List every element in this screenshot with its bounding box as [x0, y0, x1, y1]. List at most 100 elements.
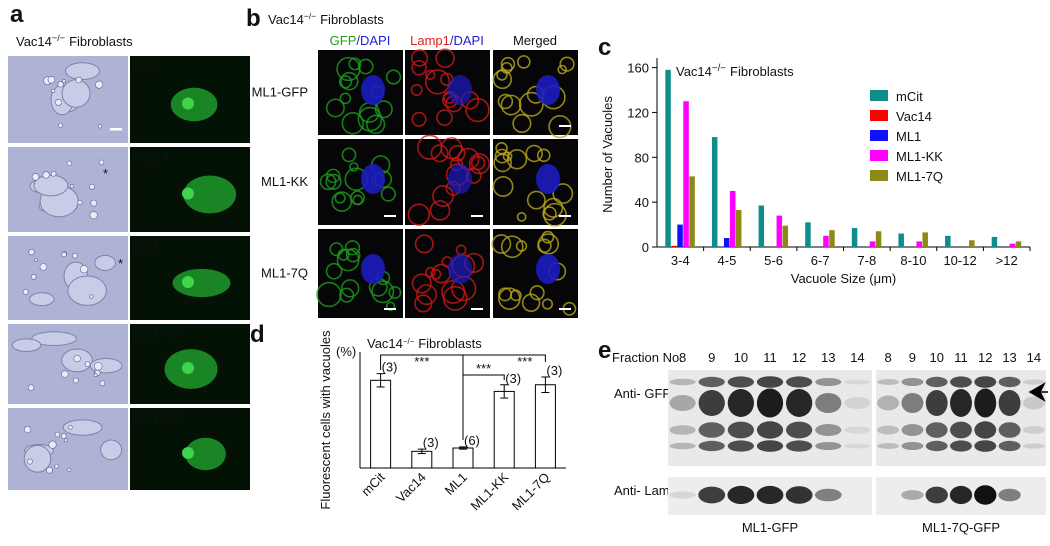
vesicle [385, 301, 396, 312]
panel-label: a [10, 1, 24, 28]
blot-label: Anti- Lamp1 [614, 483, 684, 498]
bar [916, 241, 922, 247]
vacuole [61, 370, 69, 378]
bar [665, 69, 671, 248]
legend-swatch [870, 150, 888, 161]
vesicle [497, 93, 514, 110]
dapi [448, 254, 472, 284]
band [815, 393, 842, 413]
vesicle [385, 69, 402, 85]
vacuole [39, 263, 48, 271]
band [786, 421, 813, 439]
y-axis-label: Number of Vacuoles [600, 96, 615, 213]
band [1022, 426, 1045, 434]
vesicle [559, 56, 575, 72]
title-superscript: −/− [52, 33, 65, 43]
fluor-cell [185, 437, 226, 471]
dapi [361, 164, 385, 194]
vesicle [526, 190, 546, 210]
row-label: ML1-KK [261, 174, 308, 189]
vesicle [425, 69, 451, 95]
vesicle [325, 262, 343, 280]
title-superscript: −/− [712, 63, 726, 74]
fraction-number: 13 [821, 350, 835, 365]
fluor-cell [170, 87, 218, 122]
band [925, 440, 948, 452]
bar [370, 379, 392, 469]
band [974, 388, 997, 418]
bar [823, 235, 829, 247]
dapi [361, 75, 385, 105]
vesicle [516, 55, 531, 69]
vacuole [31, 173, 40, 181]
vesicle [340, 279, 360, 298]
error-bar [417, 448, 426, 455]
title-name: Vac14 [16, 34, 52, 49]
vacuole [27, 384, 35, 391]
arrow [1028, 382, 1048, 402]
vesicle [325, 98, 345, 118]
band [698, 440, 725, 452]
band [844, 379, 871, 385]
vesicle [350, 190, 365, 206]
vacuole [93, 373, 98, 378]
band [756, 440, 784, 452]
vesicle [411, 111, 427, 127]
vacuole [26, 458, 33, 465]
vesicle [525, 144, 543, 163]
vacuole [57, 81, 64, 88]
band [727, 421, 754, 439]
vacuole [54, 431, 61, 438]
x-tick-label: 4-5 [718, 253, 737, 268]
significance: *** [476, 361, 491, 376]
vesicle [516, 211, 527, 222]
band [998, 422, 1021, 438]
scale-bar [110, 128, 122, 131]
x-tick-label: >12 [996, 253, 1018, 268]
vesicle [492, 176, 514, 197]
bar [1009, 243, 1016, 247]
vacuole [28, 248, 35, 256]
fluor-cell [172, 268, 231, 298]
band [974, 421, 997, 439]
legend-label: mCit [896, 89, 923, 104]
vacuole [98, 159, 105, 166]
band [877, 425, 900, 435]
n-label: (3) [505, 371, 521, 386]
fraction-number: 10 [929, 350, 943, 365]
cell [61, 79, 91, 108]
vesicle [529, 285, 545, 301]
title-name: Vac14 [676, 64, 712, 79]
vesicle [365, 114, 386, 135]
vacuole [90, 199, 98, 207]
band [786, 440, 813, 452]
band [785, 486, 813, 504]
cell [62, 419, 103, 436]
header-part: Lamp1 [410, 33, 450, 48]
vesicle [493, 153, 512, 173]
n-label: (3) [382, 360, 398, 375]
title-rest: Fibroblasts [320, 12, 384, 27]
vesicle [357, 58, 374, 75]
bar [969, 240, 975, 247]
bar [829, 230, 835, 247]
vesicle [432, 185, 454, 207]
vesicle [543, 202, 567, 227]
dapi [536, 254, 560, 284]
band [974, 485, 997, 505]
title-rest: Fibroblasts [418, 336, 482, 351]
vacuole [79, 265, 89, 274]
dapi [536, 75, 560, 105]
bar [869, 241, 876, 247]
row-label: ML1-7Q [261, 266, 308, 281]
y-tick-label: 0 [642, 240, 649, 255]
vacuole [66, 160, 72, 166]
x-tick-label: ML1-KK [468, 469, 512, 513]
bar [851, 227, 858, 247]
vacuole [75, 76, 82, 84]
vesicle [518, 91, 544, 117]
vesicle [448, 145, 466, 162]
bar [875, 231, 882, 247]
bar [776, 215, 783, 247]
band [901, 378, 924, 386]
